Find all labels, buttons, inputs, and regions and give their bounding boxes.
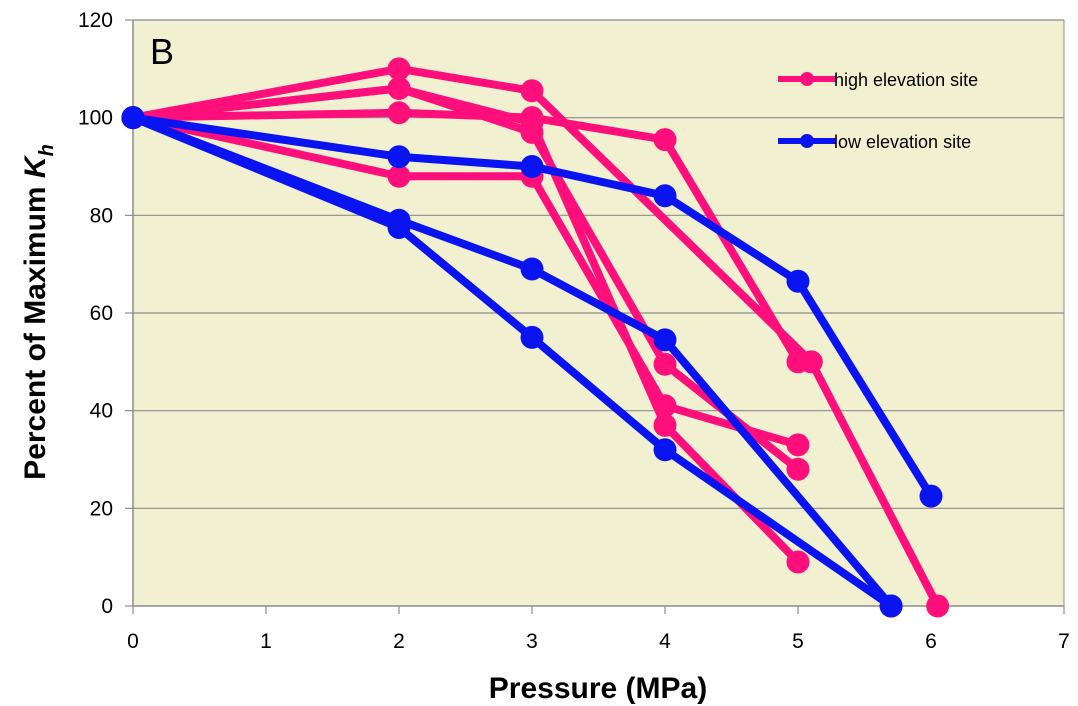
y-tick-label: 60 [90,302,113,325]
y-tick-label: 80 [90,204,113,227]
x-tick-label: 0 [127,630,139,653]
data-point [786,550,810,574]
series-line [129,113,935,501]
data-point [653,328,677,352]
x-tick-label: 1 [260,630,272,653]
x-tick-label: 7 [1058,630,1070,653]
y-axis-title-main: Percent of Maximum [19,178,52,480]
series-high-4 [121,76,810,574]
panel-label: B [150,31,174,72]
legend-item-low: low elevation site [778,132,971,152]
legend-label-low: low elevation site [834,132,971,152]
data-point [387,216,411,240]
x-axis-title: Pressure (MPa) [489,672,707,705]
y-tick-label: 0 [101,595,113,618]
y-axis-title-subscript: h [36,144,58,156]
data-point [653,413,677,437]
x-tick-label: 4 [659,630,671,653]
data-point [653,128,677,152]
x-tick-label: 3 [526,630,538,653]
legend: high elevation site low elevation site [778,70,978,152]
y-axis-title: Percent of Maximum Kh [19,144,58,480]
data-point [653,352,677,376]
x-tick-label: 5 [792,630,804,653]
series-low-7 [121,106,903,618]
data-point [919,484,943,508]
data-point [387,145,411,169]
legend-swatch-marker-high [800,72,814,86]
data-point [520,155,544,178]
x-tick-label: 2 [393,630,405,653]
data-point [879,594,903,618]
x-tick-label: 6 [925,630,937,653]
legend-swatch-marker-low [800,134,814,148]
data-point [786,433,810,457]
y-tick-labels: 0 20 40 60 80 100 120 [78,9,113,618]
series-layer [121,57,950,618]
data-point [387,76,411,100]
y-axis-title-variable: K [19,154,52,178]
data-point [786,269,810,293]
data-point [387,164,411,188]
data-point [653,184,677,208]
x-tick-labels: 0 1 2 3 4 5 6 7 [127,630,1070,653]
data-point [786,457,810,481]
data-point [520,111,544,135]
y-tick-label: 40 [90,400,113,423]
legend-item-high: high elevation site [778,70,978,90]
y-tick-label: 20 [90,497,113,520]
data-point [520,79,544,103]
data-point [520,257,544,281]
legend-label-high: high elevation site [834,70,978,90]
series-low-5 [121,106,943,508]
data-point [520,325,544,349]
data-point [387,57,411,81]
data-point [786,350,810,374]
data-point [653,438,677,462]
y-tick-label: 100 [78,107,113,130]
data-point [926,594,950,618]
y-tick-label: 120 [78,9,113,32]
data-point [387,101,411,125]
data-point [121,106,145,130]
